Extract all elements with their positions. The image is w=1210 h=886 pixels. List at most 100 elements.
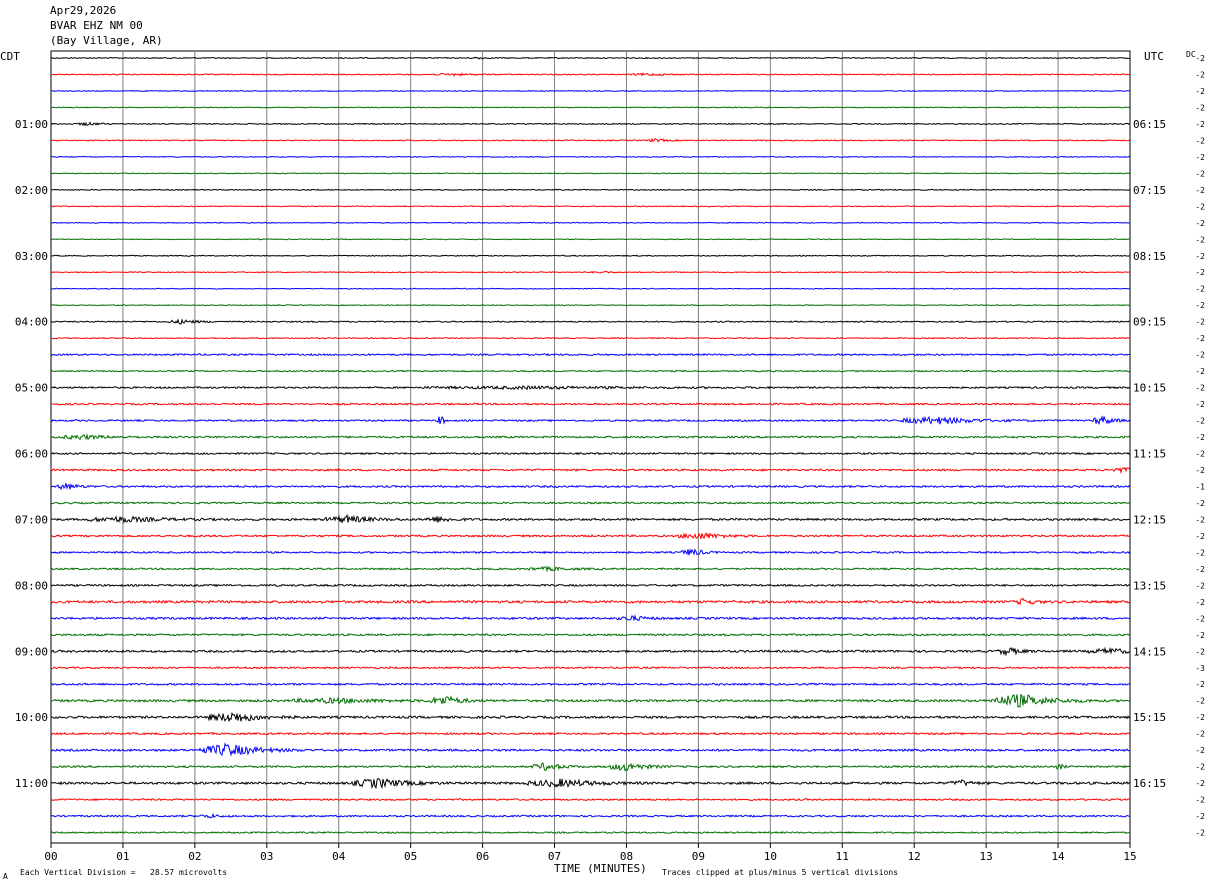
- dc-offset-11: -2: [1195, 235, 1205, 244]
- dc-offset-24: -2: [1195, 450, 1205, 459]
- right-hour-label-13:15: 13:15: [1133, 579, 1166, 592]
- x-tick-label-10: 10: [764, 850, 777, 863]
- dc-offset-5: -2: [1195, 136, 1205, 145]
- trace-row-42: [50, 742, 1131, 757]
- x-tick-label-14: 14: [1051, 850, 1065, 863]
- trace-row-38: [50, 682, 1131, 687]
- dc-offset-35: -2: [1195, 631, 1205, 640]
- right-hour-label-09:15: 09:15: [1133, 316, 1166, 329]
- x-tick-label-04: 04: [332, 850, 346, 863]
- dc-offset-26: -1: [1195, 482, 1205, 491]
- trace-row-18: [50, 352, 1131, 357]
- trace-row-23: [51, 433, 1131, 441]
- x-tick-label-03: 03: [260, 850, 273, 863]
- dc-offset-0: -2: [1195, 54, 1205, 63]
- trace-row-1: [50, 72, 1131, 77]
- trace-row-22: [50, 415, 1131, 425]
- right-hour-label-11:15: 11:15: [1133, 448, 1166, 461]
- right-hour-label-07:15: 07:15: [1133, 184, 1166, 197]
- dc-offset-42: -2: [1195, 746, 1205, 755]
- dc-offset-32: -2: [1195, 581, 1205, 590]
- trace-row-10: [50, 221, 1131, 224]
- trace-row-37: [50, 666, 1131, 670]
- x-tick-label-12: 12: [908, 850, 921, 863]
- dc-offset-34: -2: [1195, 614, 1205, 623]
- dc-offset-14: -2: [1195, 285, 1205, 294]
- trace-row-41: [50, 731, 1131, 736]
- trace-row-35: [50, 633, 1131, 637]
- trace-row-7: [50, 172, 1131, 175]
- left-hour-label-11:00: 11:00: [15, 777, 48, 790]
- left-hour-label-07:00: 07:00: [15, 513, 48, 526]
- trace-row-4: [50, 121, 1131, 127]
- dc-offset-23: -2: [1195, 433, 1205, 442]
- x-tick-label-15: 15: [1123, 850, 1136, 863]
- left-hour-label-03:00: 03:00: [15, 250, 48, 263]
- dc-offset-29: -2: [1195, 532, 1205, 541]
- trace-row-24: [50, 451, 1131, 456]
- left-hour-label-06:00: 06:00: [15, 448, 48, 461]
- right-hour-label-14:15: 14:15: [1133, 645, 1166, 658]
- x-tick-label-05: 05: [404, 850, 417, 863]
- dc-offset-28: -2: [1195, 515, 1205, 524]
- trace-row-6: [50, 155, 1131, 158]
- trace-row-17: [50, 337, 1131, 340]
- left-hour-label-09:00: 09:00: [15, 645, 48, 658]
- plot-frame: [50, 50, 1131, 844]
- trace-row-32: [50, 583, 1131, 588]
- trace-row-44: [50, 777, 1131, 790]
- x-tick-label-13: 13: [980, 850, 993, 863]
- x-tick-label-01: 01: [116, 850, 129, 863]
- x-tick-label-11: 11: [836, 850, 849, 863]
- dc-offset-20: -2: [1195, 384, 1205, 393]
- trace-row-39: [50, 693, 1131, 708]
- dc-offset-8: -2: [1195, 186, 1205, 195]
- dc-offset-46: -2: [1195, 812, 1205, 821]
- header-date: Apr29,2026: [50, 4, 117, 17]
- trace-row-19: [50, 369, 1131, 373]
- x-tick-label-02: 02: [188, 850, 201, 863]
- dc-offset-16: -2: [1195, 318, 1205, 327]
- trace-row-12: [50, 254, 1131, 257]
- dc-offset-36: -2: [1195, 647, 1205, 656]
- dc-offset-18: -2: [1195, 351, 1205, 360]
- dc-offset-6: -2: [1195, 153, 1205, 162]
- right-hour-label-08:15: 08:15: [1133, 250, 1166, 263]
- dc-offset-1: -2: [1195, 70, 1205, 79]
- trace-row-46: [50, 812, 1131, 819]
- trace-row-28: [51, 513, 1131, 524]
- dc-offset-31: -2: [1195, 565, 1205, 574]
- dc-offset-38: -2: [1195, 680, 1205, 689]
- left-axis-label: CDT: [0, 50, 20, 63]
- dc-offset-45: -2: [1195, 796, 1205, 805]
- dc-offset-30: -2: [1195, 548, 1205, 557]
- dc-offset-19: -2: [1195, 367, 1205, 376]
- dc-offset-13: -2: [1195, 268, 1205, 277]
- x-tick-label-08: 08: [620, 850, 633, 863]
- left-hour-label-08:00: 08:00: [15, 579, 48, 592]
- right-hour-label-15:15: 15:15: [1133, 711, 1166, 724]
- trace-row-9: [50, 205, 1131, 208]
- trace-row-36: [50, 646, 1131, 657]
- trace-row-13: [50, 270, 1131, 274]
- dc-offset-41: -2: [1195, 730, 1205, 739]
- trace-row-21: [51, 402, 1131, 406]
- trace-row-5: [50, 137, 1131, 143]
- left-hour-label-04:00: 04:00: [15, 316, 48, 329]
- dc-offset-40: -2: [1195, 713, 1205, 722]
- left-hour-label-05:00: 05:00: [15, 382, 48, 395]
- dc-offset-15: -2: [1195, 301, 1205, 310]
- trace-row-30: [50, 548, 1131, 556]
- dc-offset-39: -2: [1195, 697, 1205, 706]
- trace-row-15: [50, 304, 1131, 307]
- right-hour-label-16:15: 16:15: [1133, 777, 1166, 790]
- trace-row-3: [51, 106, 1131, 109]
- right-hour-label-10:15: 10:15: [1133, 382, 1166, 395]
- dc-offset-22: -2: [1195, 417, 1205, 426]
- dc-offset-10: -2: [1195, 219, 1205, 228]
- dc-offset-25: -2: [1195, 466, 1205, 475]
- trace-row-25: [50, 466, 1131, 475]
- left-hour-label-10:00: 10:00: [15, 711, 48, 724]
- corner-mark: A: [3, 872, 8, 881]
- dc-offset-7: -2: [1195, 169, 1205, 178]
